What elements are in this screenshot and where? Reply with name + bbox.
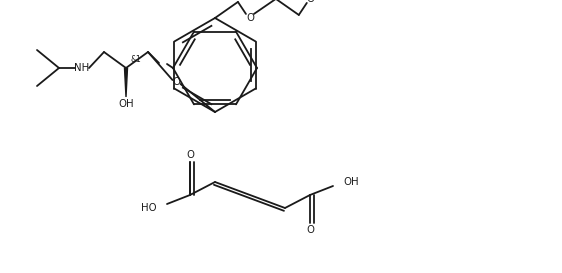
Text: HO: HO: [142, 203, 157, 213]
Text: OH: OH: [118, 99, 134, 109]
Text: OH: OH: [343, 177, 359, 187]
Text: O: O: [173, 77, 180, 87]
Text: O: O: [307, 0, 315, 4]
Text: &1: &1: [130, 55, 142, 64]
Polygon shape: [125, 68, 128, 97]
Text: O: O: [306, 225, 314, 235]
Text: O: O: [246, 13, 254, 23]
Text: O: O: [186, 150, 194, 160]
Text: NH: NH: [74, 63, 89, 73]
